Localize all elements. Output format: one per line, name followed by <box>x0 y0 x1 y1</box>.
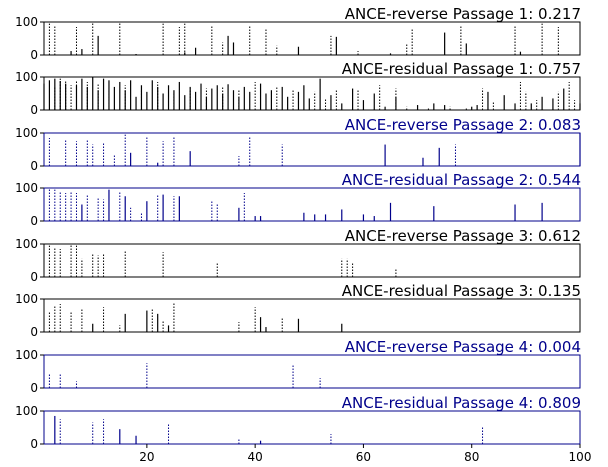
x-tick-label: 20 <box>139 450 154 464</box>
chart-panel-1: ANCE-reverse Passage 1: 0.217 0 100 <box>15 5 581 62</box>
plot-frame <box>43 21 581 56</box>
y-tick-label: 0 <box>30 103 38 117</box>
chart-panel-3: ANCE-reverse Passage 2: 0.083 0 100 <box>15 116 581 173</box>
plot-frame <box>43 298 581 333</box>
y-tick-label: 0 <box>30 48 38 62</box>
chart-title: ANCE-reverse Passage 4: 0.004 <box>345 338 581 356</box>
chart-title: ANCE-residual Passage 4: 0.809 <box>342 394 581 412</box>
y-tick-label: 0 <box>30 437 38 451</box>
plot-frame <box>43 410 581 445</box>
chart-panel-6: ANCE-residual Passage 3: 0.135 0 100 <box>15 282 581 339</box>
x-tick-label: 40 <box>248 450 263 464</box>
chart-title: ANCE-reverse Passage 3: 0.612 <box>345 227 581 245</box>
y-tick-label: 0 <box>30 159 38 173</box>
y-tick-label: 0 <box>30 214 38 228</box>
x-tick-label: 100 <box>569 450 592 464</box>
y-tick-label: 100 <box>15 237 38 251</box>
y-tick-label: 0 <box>30 381 38 395</box>
chart-title: ANCE-residual Passage 3: 0.135 <box>342 282 581 300</box>
x-tick-label: 60 <box>356 450 371 464</box>
x-tick-label: 80 <box>464 450 479 464</box>
chart-panel-7: ANCE-reverse Passage 4: 0.004 0 100 <box>15 338 581 395</box>
y-tick-label: 100 <box>15 348 38 362</box>
plot-frame <box>43 132 581 167</box>
plot-frame <box>43 187 581 222</box>
chart-panel-4: ANCE-residual Passage 2: 0.544 0 100 <box>15 171 581 228</box>
y-tick-label: 100 <box>15 70 38 84</box>
y-tick-label: 100 <box>15 292 38 306</box>
chart-title: ANCE-residual Passage 2: 0.544 <box>342 171 581 189</box>
y-tick-label: 100 <box>15 404 38 418</box>
y-tick-label: 0 <box>30 325 38 339</box>
chart-title: ANCE-reverse Passage 1: 0.217 <box>345 5 581 23</box>
chart-title: ANCE-residual Passage 1: 0.757 <box>342 60 581 78</box>
plot-frame <box>43 243 581 278</box>
y-tick-label: 100 <box>15 15 38 29</box>
y-tick-label: 100 <box>15 126 38 140</box>
plot-frame <box>43 354 581 389</box>
chart-panel-8: ANCE-residual Passage 4: 0.809 0 100 20 40 60… <box>15 394 591 464</box>
plot-frame <box>43 76 581 111</box>
y-tick-label: 100 <box>15 181 38 195</box>
chart-title: ANCE-reverse Passage 2: 0.083 <box>345 116 581 134</box>
chart-panel-2: ANCE-residual Passage 1: 0.757 0 100 <box>15 60 581 117</box>
chart-panel-5: ANCE-reverse Passage 3: 0.612 0 100 <box>15 227 581 284</box>
y-tick-label: 0 <box>30 270 38 284</box>
